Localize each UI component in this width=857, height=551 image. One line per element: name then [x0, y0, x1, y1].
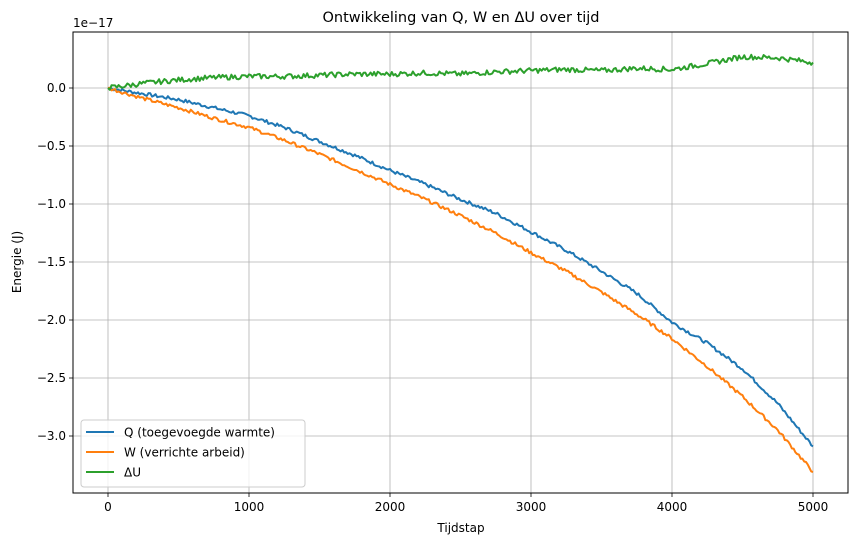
- y-tick-label: 0.0: [47, 81, 66, 95]
- legend-label: ΔU: [124, 466, 141, 480]
- x-tick-label: 2000: [375, 500, 406, 514]
- legend-box: [80, 419, 306, 488]
- y-tick-label: −2.5: [37, 371, 66, 385]
- series-line: [107, 53, 814, 91]
- plot-frame: [72, 31, 849, 494]
- series-line: [107, 87, 814, 448]
- x-tick-label: 1000: [234, 500, 265, 514]
- x-axis-ticks: 0 1000 2000 3000 4000 5000: [104, 493, 828, 514]
- y-tick-label: −1.5: [37, 255, 66, 269]
- series-line: [107, 86, 814, 473]
- y-tick-label: −0.5: [37, 139, 66, 153]
- x-axis-label: Tijdstap: [436, 521, 484, 535]
- grid-lines: [73, 32, 848, 493]
- x-tick-label: 0: [104, 500, 112, 514]
- x-tick-label: 4000: [657, 500, 688, 514]
- y-tick-label: −2.0: [37, 313, 66, 327]
- legend-label: W (verrichte arbeid): [124, 446, 245, 460]
- y-axis-offset-label: 1e−17: [73, 16, 113, 30]
- x-tick-label: 3000: [516, 500, 547, 514]
- legend: Q (toegevoegde warmte) W (verrichte arbei…: [80, 419, 306, 488]
- chart-title: Ontwikkeling van Q, W en ΔU over tijd: [322, 10, 599, 26]
- y-axis-ticks: 0.0 −0.5 −1.0 −1.5 −2.0 −2.5 −3.0: [37, 81, 73, 443]
- y-axis-label: Energie (J): [10, 231, 24, 293]
- data-series: [107, 53, 814, 473]
- legend-label: Q (toegevoegde warmte): [124, 426, 275, 440]
- y-tick-label: −1.0: [37, 197, 66, 211]
- y-tick-label: −3.0: [37, 429, 66, 443]
- x-tick-label: 5000: [798, 500, 829, 514]
